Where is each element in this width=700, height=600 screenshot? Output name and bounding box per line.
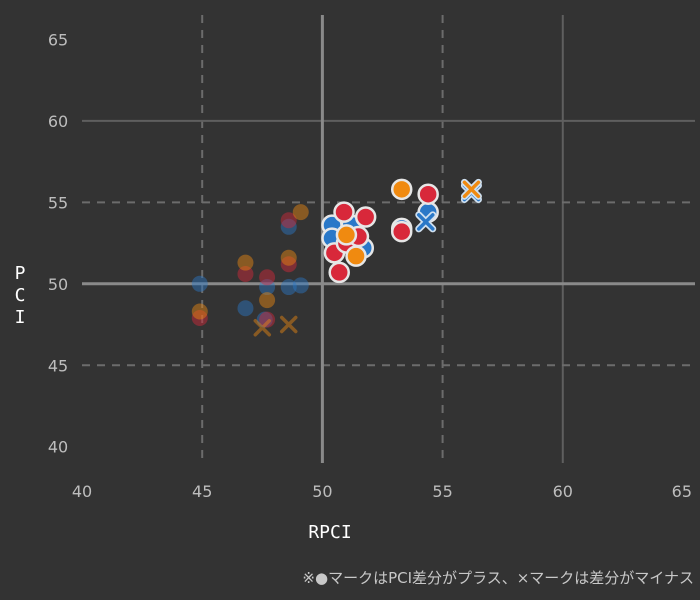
- x-tick-60: 60: [553, 482, 573, 501]
- x-axis-title: RPCI: [308, 522, 351, 543]
- point-red-7: [417, 183, 439, 205]
- point-blue-faded-5: [292, 277, 309, 294]
- point-orange-faded-6: [279, 315, 298, 334]
- point-orange-3: [460, 178, 482, 200]
- point-orange-faded-5: [253, 319, 272, 337]
- x-tick-40: 40: [72, 482, 92, 501]
- point-red-faded-0: [191, 310, 208, 327]
- point-red-6: [390, 220, 413, 243]
- point-orange-faded-2: [259, 292, 276, 309]
- point-orange-2: [335, 224, 358, 246]
- point-blue-faded-3: [280, 218, 297, 235]
- point-blue-faded-6: [256, 311, 273, 328]
- point-red-5: [328, 261, 350, 284]
- point-red-faded-5: [259, 311, 276, 328]
- point-blue-faded-0: [191, 275, 208, 292]
- y-tick-55: 55: [48, 193, 68, 212]
- point-red-faded-1: [237, 266, 254, 283]
- point-blue-faded-2: [259, 279, 276, 296]
- marker-legend-note: ※●マークはPCI差分がプラス、×マークは差分がマイナス: [302, 569, 694, 587]
- point-orange-faded-4: [292, 204, 309, 221]
- point-orange-3-mark: [462, 180, 481, 199]
- y-tick-65: 65: [48, 30, 68, 49]
- point-orange-faded-1: [237, 254, 254, 271]
- y-tick-60: 60: [48, 112, 68, 131]
- x-tick-50: 50: [312, 482, 332, 501]
- faded-points: [191, 204, 309, 337]
- x-tick-45: 45: [192, 482, 212, 501]
- point-red-faded-3: [280, 212, 297, 229]
- y-tick-40: 40: [48, 438, 68, 457]
- x-tick-labels: 40 45 50 55 60 65: [72, 482, 692, 501]
- point-orange-faded-0: [191, 303, 208, 320]
- y-tick-labels: 40 45 50 55 60 65: [48, 30, 68, 456]
- point-blue-faded-1: [237, 300, 254, 317]
- point-blue-6-mark: [417, 213, 435, 231]
- grid-lines: [82, 15, 695, 463]
- active-points: [321, 178, 482, 284]
- point-orange-0: [345, 245, 367, 267]
- point-orange-faded-5-mark: [253, 319, 272, 337]
- point-red-faded-4: [280, 256, 297, 273]
- point-blue-6: [415, 211, 437, 233]
- x-tick-55: 55: [432, 482, 452, 501]
- point-blue-faded-4: [280, 279, 297, 296]
- point-red-1: [354, 206, 377, 228]
- reference-lines: [82, 15, 695, 463]
- y-tick-50: 50: [48, 275, 68, 294]
- x-tick-65: 65: [672, 482, 692, 501]
- point-red-faded-2: [259, 269, 276, 286]
- point-red-0: [333, 201, 355, 223]
- point-orange-faded-3: [280, 249, 297, 266]
- y-tick-45: 45: [48, 356, 68, 375]
- point-orange-1: [390, 178, 413, 201]
- point-orange-faded-6-mark: [279, 315, 298, 334]
